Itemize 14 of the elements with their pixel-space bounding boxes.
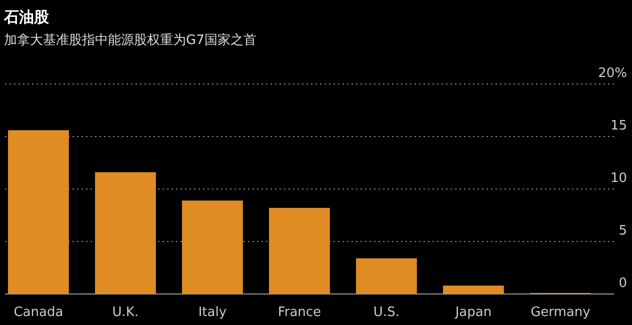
x-tick-label: Japan <box>454 305 492 320</box>
x-tick-label: U.K. <box>112 305 139 320</box>
y-tick-label: 20% <box>598 66 627 81</box>
chart-subtitle: 加拿大基准股指中能源股权重为G7国家之首 <box>4 32 256 48</box>
x-tick-label: U.S. <box>373 305 400 320</box>
x-tick-label: Canada <box>14 305 64 320</box>
y-tick-label: 15 <box>610 118 627 134</box>
y-tick-label: 0 <box>618 276 627 291</box>
y-tick-label: 5 <box>618 224 627 238</box>
x-tick-label: France <box>278 305 322 320</box>
chart-title: 石油股 <box>3 8 50 26</box>
x-tick-label: Germany <box>530 305 591 320</box>
x-tick-label: Italy <box>198 305 227 320</box>
y-tick-label: 10 <box>610 171 627 186</box>
